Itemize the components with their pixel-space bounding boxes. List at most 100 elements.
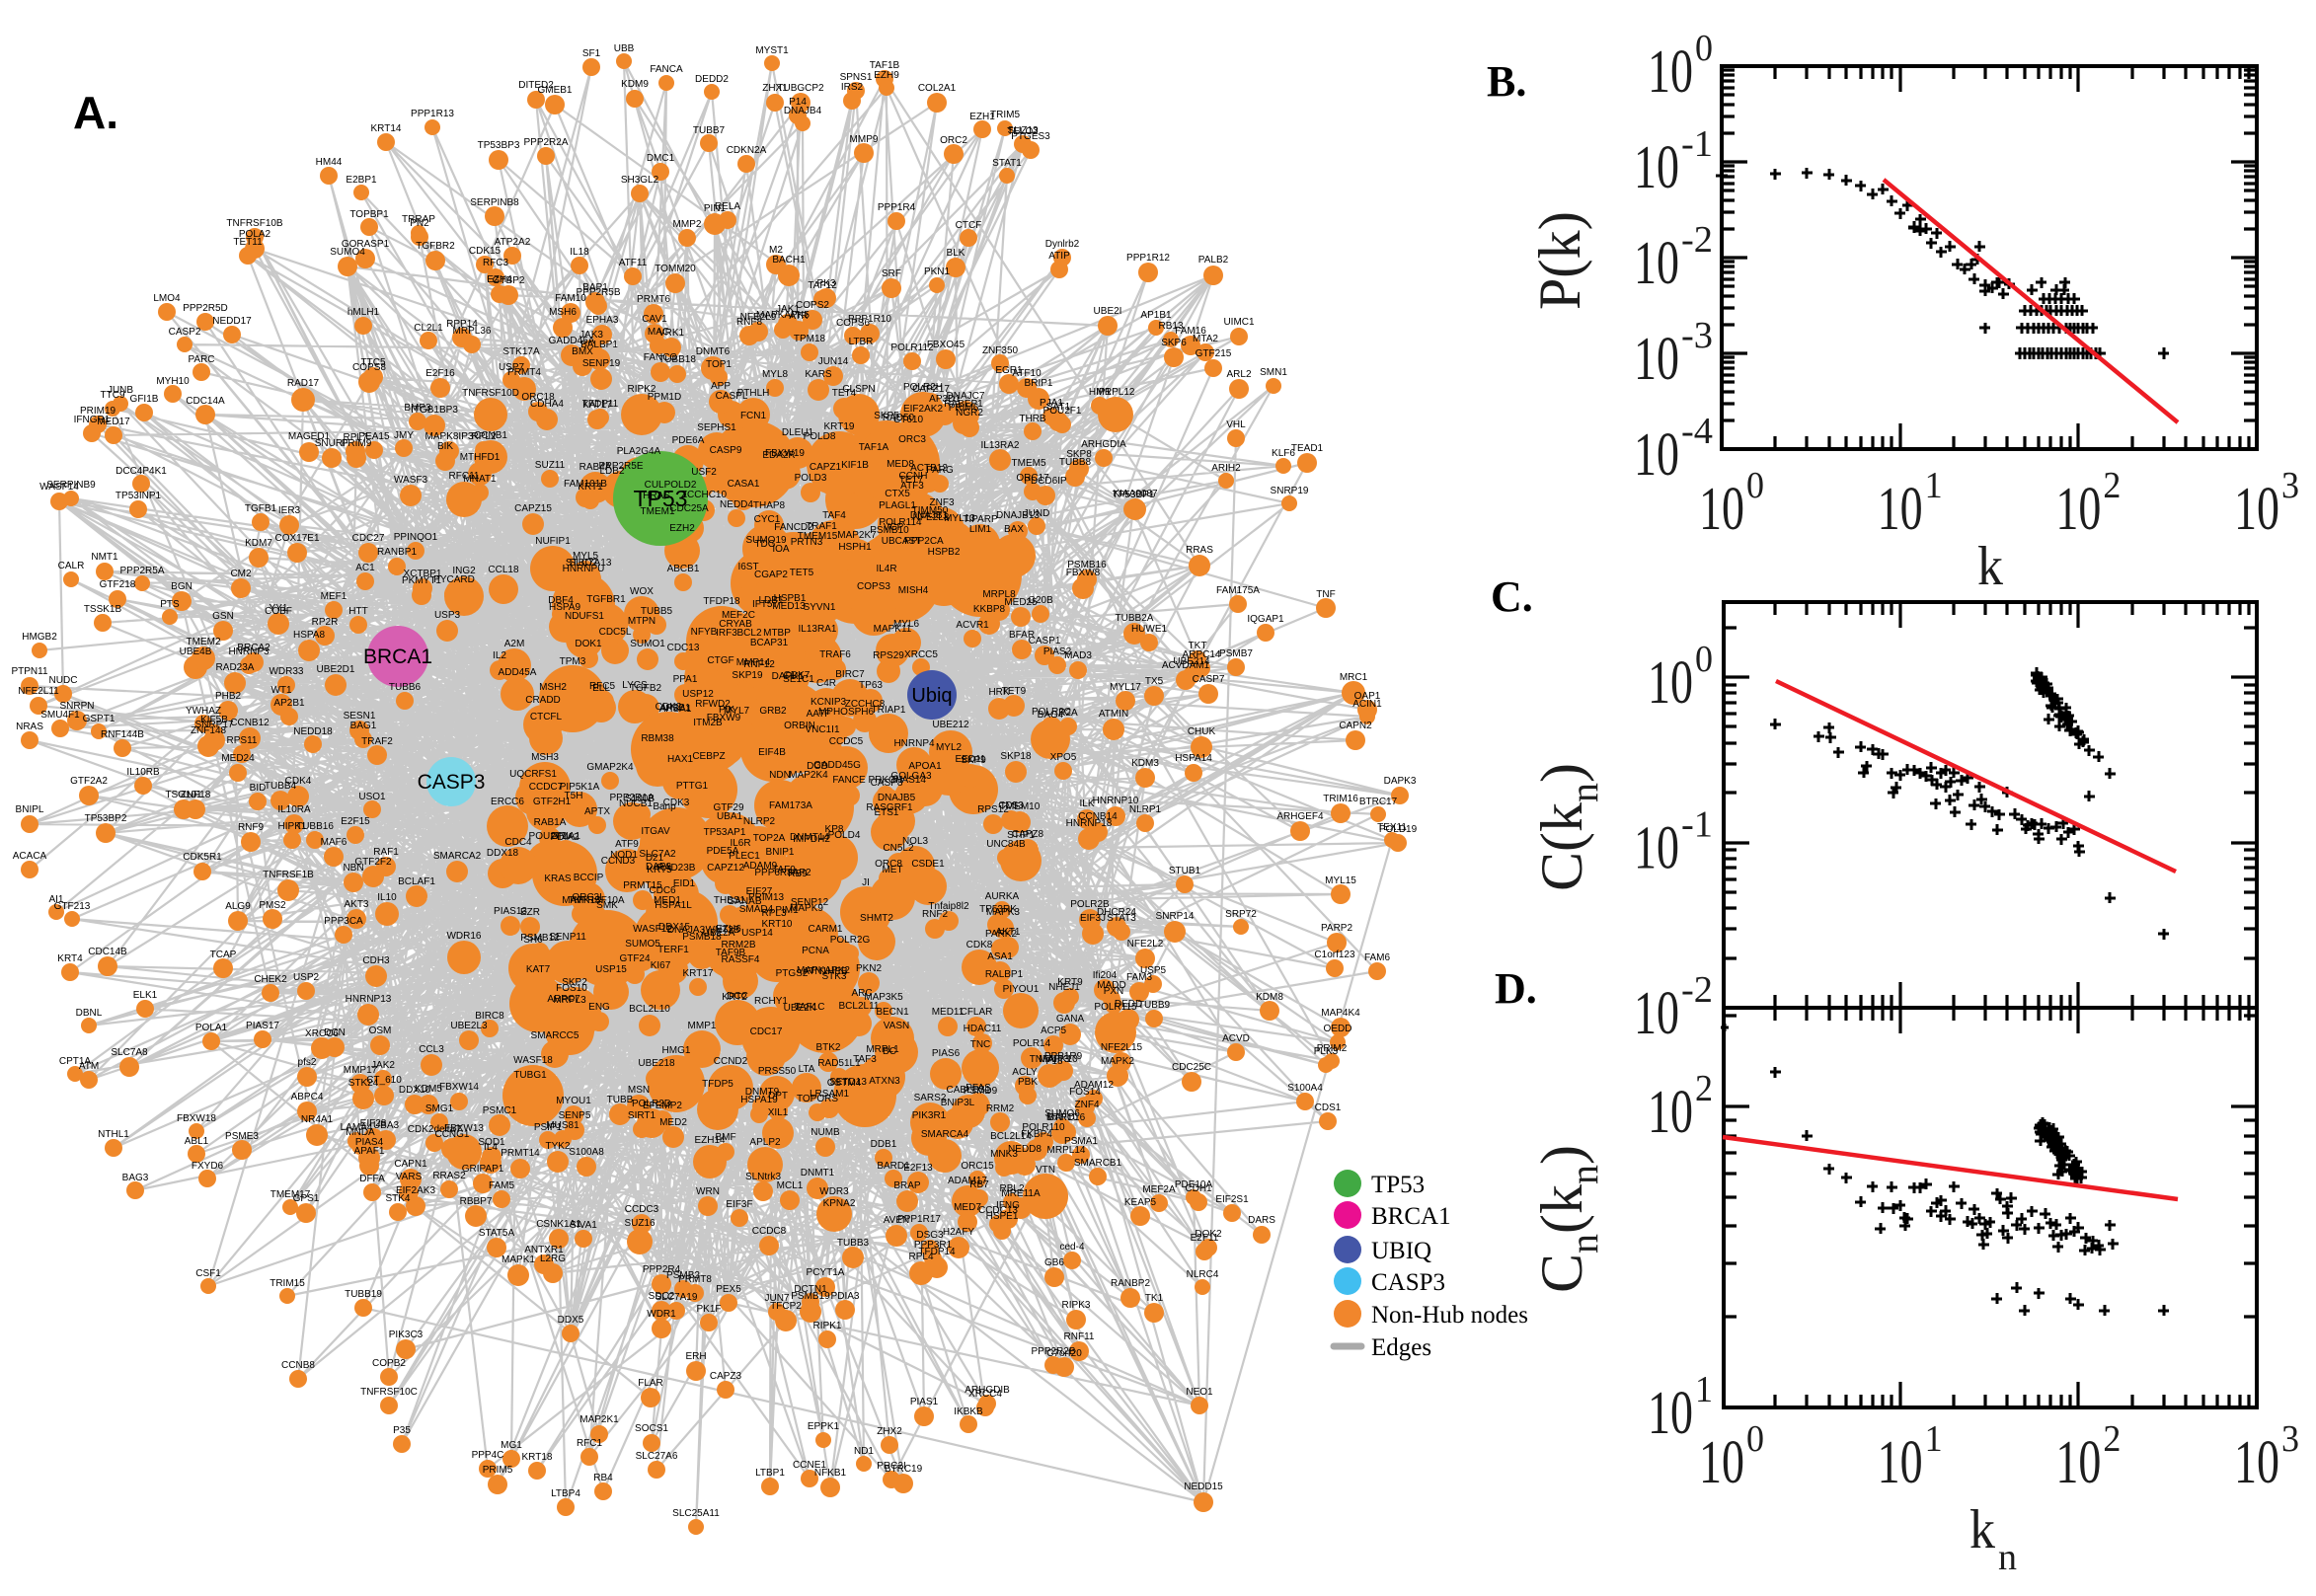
svg-text:M2: M2	[769, 245, 783, 256]
svg-text:FANCA: FANCA	[650, 64, 683, 75]
svg-text:PKMYT1: PKMYT1	[402, 575, 441, 586]
svg-text:SLC7A8: SLC7A8	[111, 1047, 148, 1058]
svg-text:ARPC14: ARPC14	[1183, 649, 1221, 660]
svg-text:CTGF: CTGF	[707, 655, 733, 666]
svg-text:ORC17: ORC17	[1016, 473, 1049, 484]
svg-text:DEDD: DEDD	[1115, 999, 1142, 1010]
svg-text:TNFRSF10C: TNFRSF10C	[360, 1387, 418, 1398]
svg-text:BRCA2: BRCA2	[237, 643, 270, 653]
svg-text:WASF14: WASF14	[39, 482, 79, 493]
svg-text:GTBP2: GTBP2	[493, 275, 525, 286]
svg-text:CTCF: CTCF	[956, 220, 982, 231]
svg-text:MMP14: MMP14	[736, 657, 771, 668]
svg-text:TUBB18: TUBB18	[658, 354, 696, 365]
svg-text:XRCC4: XRCC4	[968, 1389, 1002, 1400]
svg-text:SOD1: SOD1	[478, 1137, 505, 1148]
svg-text:KARS: KARS	[805, 369, 832, 380]
svg-text:ATMIN: ATMIN	[1099, 709, 1128, 720]
svg-text:PARC: PARC	[188, 354, 214, 365]
svg-text:TP53BP3: TP53BP3	[478, 140, 520, 151]
svg-text:MMP1: MMP1	[688, 1021, 717, 1031]
svg-text:ZNF3: ZNF3	[930, 497, 955, 508]
svg-text:RNF11: RNF11	[1064, 1331, 1095, 1342]
svg-text:CDK15: CDK15	[469, 246, 502, 257]
svg-text:APTX: APTX	[584, 806, 610, 817]
svg-text:MYL17: MYL17	[1110, 682, 1141, 693]
svg-text:HSPA14: HSPA14	[1175, 753, 1212, 764]
svg-text:TP53BP1: TP53BP1	[1113, 490, 1155, 500]
svg-text:k: k	[1969, 1499, 1995, 1560]
svg-text:MRPL1: MRPL1	[866, 1044, 899, 1055]
svg-text:TUBB16: TUBB16	[296, 821, 334, 832]
svg-text:PPP2R2A: PPP2R2A	[523, 137, 568, 148]
svg-text:STIP1: STIP1	[1007, 830, 1035, 841]
svg-text:MPHOSPH6: MPHOSPH6	[818, 707, 875, 718]
svg-text:PIP5K1A: PIP5K1A	[560, 782, 600, 793]
svg-text:UBE2K: UBE2K	[784, 1003, 816, 1014]
svg-text:PARG: PARG	[926, 465, 954, 476]
svg-text:HTT: HTT	[348, 606, 367, 617]
svg-text:STBD2: STBD2	[566, 558, 598, 569]
svg-text:C7orf20: C7orf20	[1046, 1348, 1082, 1359]
svg-text:EED11: EED11	[956, 754, 986, 765]
svg-text:GMEB1: GMEB1	[537, 85, 572, 96]
svg-text:SH3GL2: SH3GL2	[621, 175, 659, 186]
svg-text:NDUFS1: NDUFS1	[565, 611, 604, 622]
svg-text:GTF2A2: GTF2A2	[70, 776, 108, 787]
svg-text:MAD3: MAD3	[1064, 650, 1092, 661]
svg-text:-1: -1	[1681, 123, 1713, 165]
svg-text:GOLGA3: GOLGA3	[890, 771, 932, 782]
svg-text:KAT7: KAT7	[526, 964, 551, 975]
svg-text:10: 10	[1878, 476, 1923, 543]
svg-text:PYCARD: PYCARD	[433, 574, 475, 585]
svg-text:S100A8: S100A8	[569, 1147, 604, 1158]
svg-text:TRIM5: TRIM5	[990, 110, 1020, 120]
svg-text:EPHA3: EPHA3	[586, 315, 619, 326]
svg-text:Tnfaip8l2: Tnfaip8l2	[928, 901, 969, 912]
svg-text:RB9: RB9	[788, 869, 808, 879]
svg-text:VASN: VASN	[884, 1021, 910, 1031]
svg-text:SMG1: SMG1	[425, 1103, 454, 1114]
svg-text:AC1: AC1	[355, 563, 375, 573]
svg-text:RP2R: RP2R	[312, 617, 339, 628]
svg-text:ATF10: ATF10	[1012, 368, 1042, 379]
svg-text:HSPA1L: HSPA1L	[655, 900, 692, 911]
svg-text:CCNH: CCNH	[899, 471, 928, 482]
svg-text:CAV1: CAV1	[642, 314, 667, 325]
svg-text:PDE10A: PDE10A	[1175, 1179, 1213, 1190]
svg-text:MNDA: MNDA	[346, 1127, 375, 1138]
svg-text:CEBPZ: CEBPZ	[692, 751, 725, 762]
svg-text:TIMM50: TIMM50	[912, 505, 949, 516]
svg-text:RRAS2: RRAS2	[432, 1171, 466, 1181]
svg-text:WDR1: WDR1	[647, 1309, 676, 1320]
svg-text:RPL3: RPL3	[761, 908, 786, 919]
svg-text:CFLAR: CFLAR	[961, 1007, 993, 1018]
svg-text:AHSA1: AHSA1	[659, 704, 692, 715]
svg-text:EZH9: EZH9	[874, 70, 899, 81]
svg-text:10: 10	[2055, 1429, 2101, 1496]
svg-text:RRM2B: RRM2B	[721, 940, 755, 950]
svg-text:-1: -1	[1681, 804, 1713, 846]
svg-text:KRAS: KRAS	[544, 874, 572, 884]
svg-text:BMX: BMX	[572, 346, 593, 357]
svg-text:BNIP3L: BNIP3L	[941, 1098, 975, 1108]
svg-text:STAT1: STAT1	[992, 158, 1022, 169]
svg-text:DPT: DPT	[768, 1091, 788, 1102]
svg-text:HSPH1: HSPH1	[838, 542, 872, 553]
svg-text:STK3: STK3	[821, 971, 846, 982]
svg-text:KLF6: KLF6	[1272, 448, 1295, 459]
svg-text:MAPK14: MAPK14	[562, 895, 601, 906]
svg-text:RAD17: RAD17	[287, 378, 320, 389]
svg-text:CRYAB: CRYAB	[719, 619, 752, 630]
svg-text:CGAP2: CGAP2	[754, 570, 788, 580]
svg-text:MED13: MED13	[772, 601, 806, 612]
svg-text:RB7: RB7	[969, 1179, 989, 1190]
svg-text:F18: F18	[1045, 1056, 1063, 1067]
svg-text:TAF3: TAF3	[853, 1054, 877, 1065]
svg-text:DNMT14: DNMT14	[790, 832, 829, 843]
svg-text:RB4: RB4	[593, 1473, 613, 1483]
svg-text:DNAJC7: DNAJC7	[947, 391, 985, 402]
svg-text:OSM: OSM	[369, 1026, 392, 1036]
svg-text:SUZ11: SUZ11	[535, 460, 566, 471]
svg-text:CAPZ17: CAPZ17	[912, 384, 950, 395]
